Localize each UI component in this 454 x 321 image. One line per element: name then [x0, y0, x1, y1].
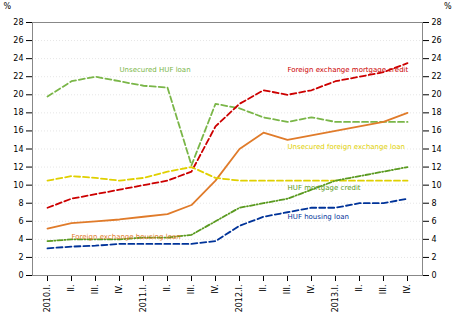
svg-text:HUF housing loan: HUF housing loan	[288, 213, 349, 221]
svg-text:II.: II.	[259, 285, 268, 292]
svg-text:0: 0	[18, 271, 23, 280]
svg-text:2: 2	[18, 253, 23, 262]
svg-text:28: 28	[13, 18, 23, 27]
svg-text:II.: II.	[67, 285, 76, 292]
svg-text:10: 10	[13, 181, 23, 190]
svg-text:4: 4	[432, 235, 437, 244]
svg-text:18: 18	[432, 108, 442, 117]
svg-text:4: 4	[18, 235, 23, 244]
svg-text:2013.I.: 2013.I.	[331, 285, 340, 313]
svg-text:12: 12	[13, 163, 23, 172]
svg-text:24: 24	[13, 54, 23, 63]
svg-text:III.: III.	[379, 285, 388, 295]
svg-text:II.: II.	[163, 285, 172, 292]
svg-text:10: 10	[432, 181, 442, 190]
svg-text:16: 16	[432, 126, 442, 135]
svg-text:%: %	[444, 2, 452, 11]
svg-text:0: 0	[432, 271, 437, 280]
svg-text:14: 14	[13, 145, 23, 154]
svg-text:IV.: IV.	[307, 285, 316, 294]
svg-text:2: 2	[432, 253, 437, 262]
svg-text:6: 6	[18, 217, 23, 226]
svg-text:Unsecured HUF loan: Unsecured HUF loan	[120, 66, 191, 74]
svg-text:20: 20	[13, 90, 23, 99]
svg-text:22: 22	[13, 72, 23, 81]
svg-text:II.: II.	[355, 285, 364, 292]
svg-text:HUF mortgage credit: HUF mortgage credit	[288, 184, 361, 192]
svg-text:26: 26	[13, 36, 23, 45]
svg-text:12: 12	[432, 163, 442, 172]
svg-text:%: %	[4, 2, 12, 11]
svg-text:14: 14	[432, 145, 442, 154]
svg-text:IV.: IV.	[115, 285, 124, 294]
svg-text:IV.: IV.	[211, 285, 220, 294]
svg-text:22: 22	[432, 72, 442, 81]
svg-text:20: 20	[432, 90, 442, 99]
svg-text:III.: III.	[283, 285, 292, 295]
svg-text:2012.I.: 2012.I.	[235, 285, 244, 313]
svg-text:8: 8	[432, 199, 437, 208]
svg-text:Unsecured foreign exchange loa: Unsecured foreign exchange loan	[288, 143, 405, 151]
svg-text:16: 16	[13, 126, 23, 135]
svg-text:IV.: IV.	[403, 285, 412, 294]
svg-text:2011.I.: 2011.I.	[139, 285, 148, 313]
svg-text:2010.I.: 2010.I.	[43, 285, 52, 313]
svg-text:28: 28	[432, 18, 442, 27]
svg-text:III.: III.	[91, 285, 100, 295]
svg-text:Foreign exchange mortgage cred: Foreign exchange mortgage credit	[288, 66, 409, 74]
svg-text:III.: III.	[187, 285, 196, 295]
svg-text:8: 8	[18, 199, 23, 208]
svg-text:6: 6	[432, 217, 437, 226]
svg-text:24: 24	[432, 54, 442, 63]
svg-text:26: 26	[432, 36, 442, 45]
svg-text:18: 18	[13, 108, 23, 117]
svg-text:Foreign exchange housing loan: Foreign exchange housing loan	[72, 233, 181, 241]
